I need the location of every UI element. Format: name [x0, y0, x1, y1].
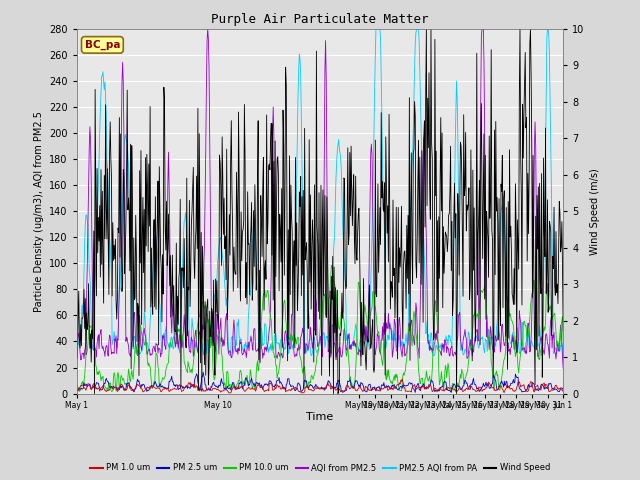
Y-axis label: Particle Density (ug/m3), AQI from PM2.5: Particle Density (ug/m3), AQI from PM2.5	[33, 111, 44, 312]
Title: Purple Air Particulate Matter: Purple Air Particulate Matter	[211, 13, 429, 26]
Legend: PM 1.0 um, PM 2.5 um, PM 10.0 um, AQI from PM2.5, PM2.5 AQI from PA, Wind Speed: PM 1.0 um, PM 2.5 um, PM 10.0 um, AQI fr…	[86, 460, 554, 476]
Y-axis label: Wind Speed (m/s): Wind Speed (m/s)	[590, 168, 600, 254]
X-axis label: Time: Time	[307, 412, 333, 422]
Text: BC_pa: BC_pa	[84, 40, 120, 50]
